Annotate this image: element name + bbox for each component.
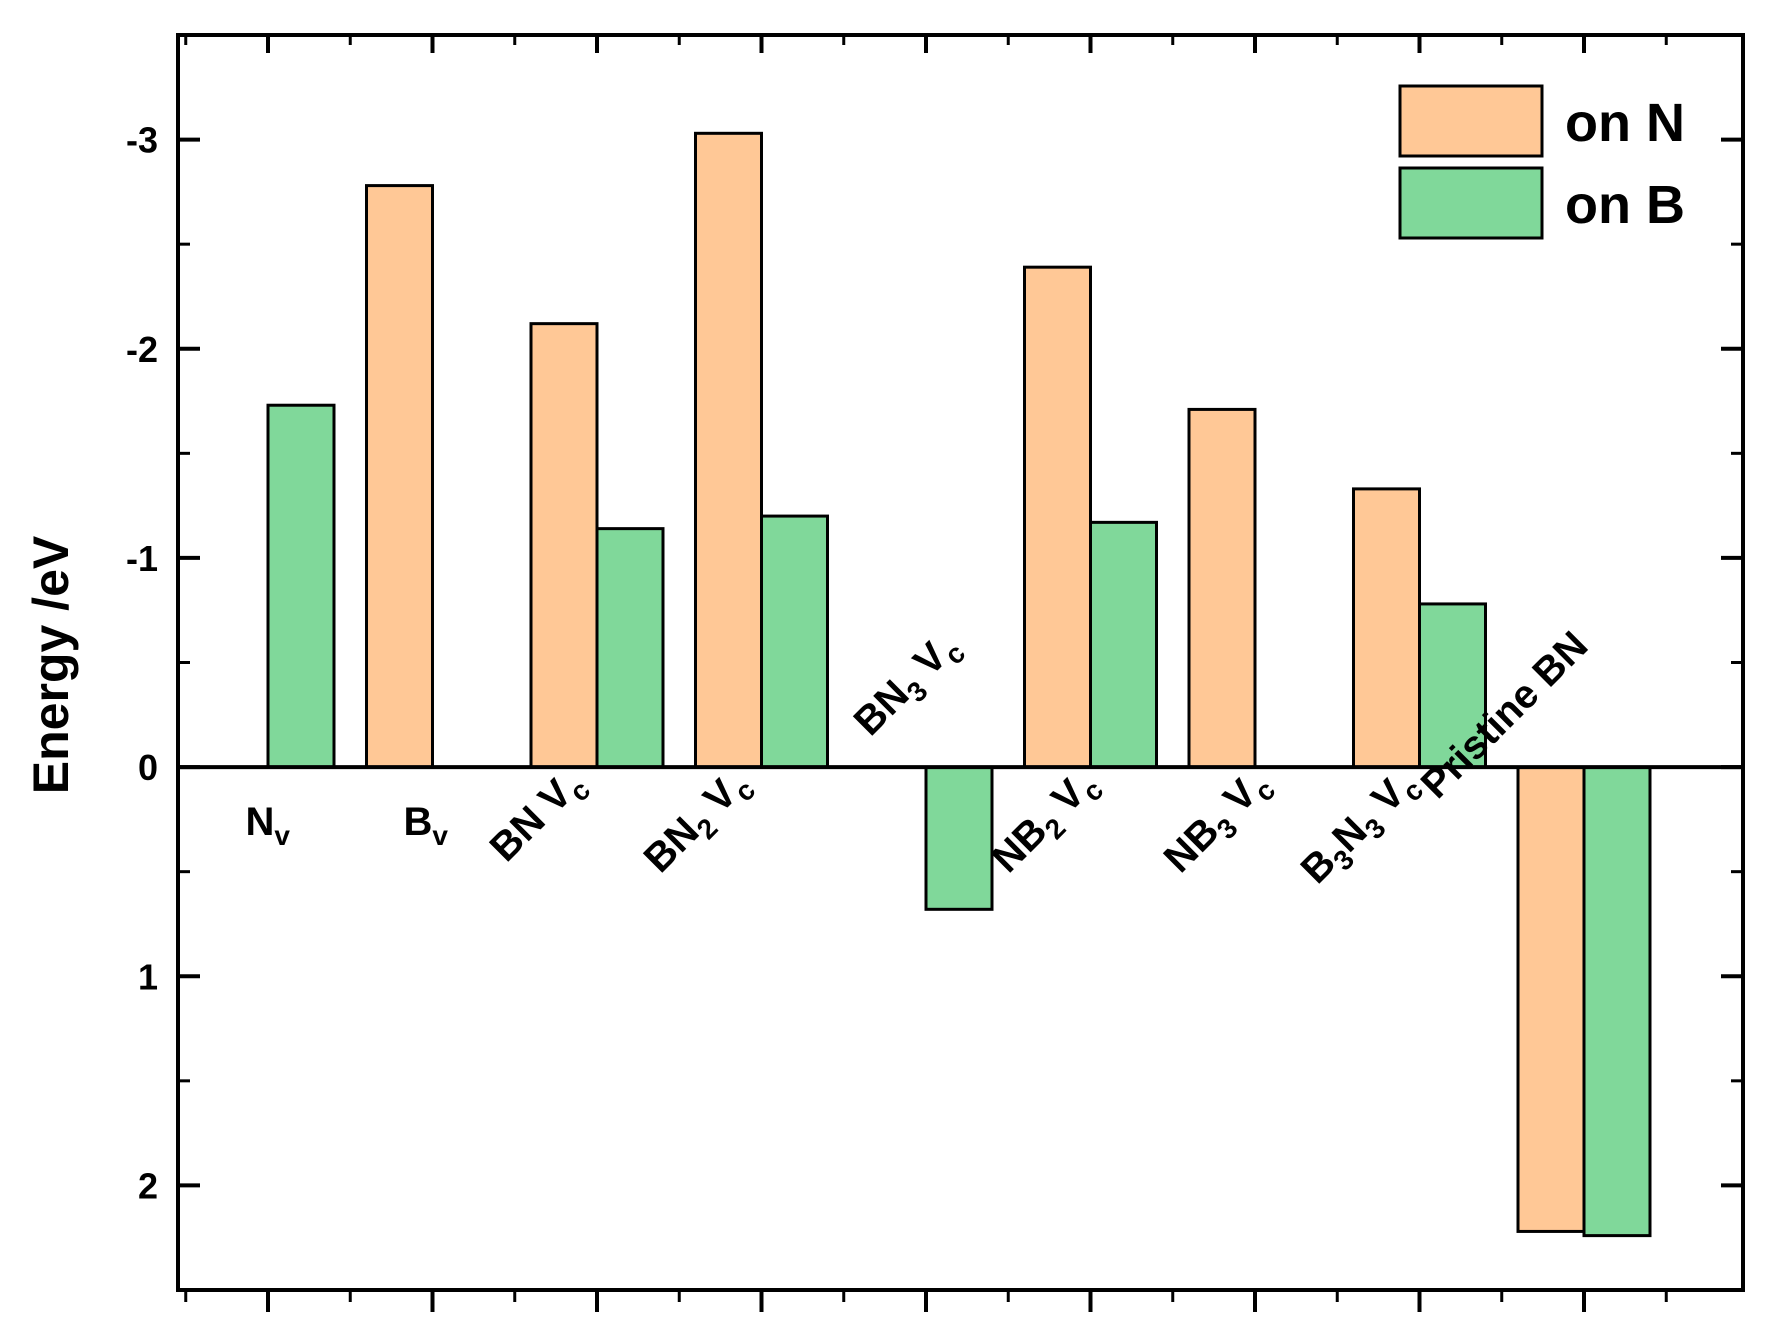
category-label-nb3vc: NB3 Vc xyxy=(1156,760,1282,886)
bar-on-n-nb3vc xyxy=(1187,407,1257,769)
legend-label-on-n: on N xyxy=(1565,93,1685,153)
bar-on-b-bn3vc xyxy=(924,765,994,911)
legend-swatch-on-b xyxy=(1398,166,1544,240)
bar-on-n-bv xyxy=(365,184,434,769)
bar-on-n-bn2vc xyxy=(694,131,763,769)
y-tick-label: 2 xyxy=(138,1165,158,1206)
y-axis-label: Energy /eV xyxy=(23,535,79,794)
category-label-bn2vc: BN2 Vc xyxy=(636,760,762,886)
category-label-bv: Bv xyxy=(404,800,449,851)
bar-on-b-nv xyxy=(266,403,336,769)
bar-on-n-b3n3vc xyxy=(1352,487,1421,769)
bar-on-b-bnvc xyxy=(595,527,665,769)
bar-on-b-b3n3vc xyxy=(1418,602,1487,769)
axes-layer: -3 -2 -1 0 1 2 xyxy=(126,33,1745,1312)
bar-on-b-nb2vc xyxy=(1089,520,1158,769)
bar-on-n-bnvc xyxy=(529,322,599,769)
y-tick-label: -1 xyxy=(126,538,158,579)
category-label-bnvc: BN Vc xyxy=(482,760,597,875)
category-label-nb2vc: NB2 Vc xyxy=(984,760,1110,886)
y-tick-label: 0 xyxy=(138,747,158,788)
bars-layer xyxy=(266,131,1652,1238)
y-tick-label: -3 xyxy=(126,120,158,161)
legend-swatch-on-n xyxy=(1398,84,1544,158)
bar-on-n-nb2vc xyxy=(1023,265,1092,769)
legend: on N on B xyxy=(1398,84,1685,240)
category-label-bn3vc: BN3 Vc xyxy=(846,623,972,749)
category-label-b3n3vc: B3N3 Vc xyxy=(1293,760,1430,897)
bar-on-n-pristine xyxy=(1516,765,1586,1233)
y-tick-label: 1 xyxy=(138,956,158,997)
bar-on-b-pristine xyxy=(1582,765,1652,1238)
y-tick-label: -2 xyxy=(126,329,158,370)
category-label-nv: Nv xyxy=(246,800,291,851)
legend-label-on-b: on B xyxy=(1565,175,1685,235)
bar-on-b-bn2vc xyxy=(760,514,829,769)
